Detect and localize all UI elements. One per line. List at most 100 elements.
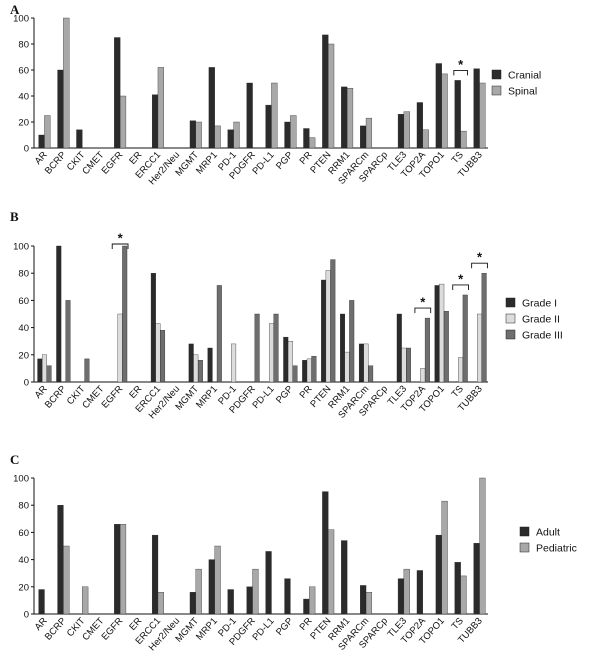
x-tick-label: EGFR xyxy=(100,616,126,643)
bar-grade-ii-pten xyxy=(325,270,331,383)
bar-adult-ts xyxy=(454,562,461,615)
x-tick-label: PGP xyxy=(274,384,296,406)
significance-bracket xyxy=(111,243,129,249)
legend-swatch xyxy=(505,329,516,340)
legend-label: Adult xyxy=(536,527,560,539)
bar-grade-iii-pten xyxy=(330,259,336,383)
y-tick-label: 100 xyxy=(13,242,29,253)
bar-grade-iii-egfr xyxy=(122,245,128,383)
y-tick-label: 100 xyxy=(13,474,29,485)
x-tick-label: PD-L1 xyxy=(250,384,276,411)
y-tick-label: 60 xyxy=(18,66,29,77)
bar-grade-iii-ar xyxy=(46,365,52,383)
bar-grade-i-sparcm xyxy=(358,343,364,383)
bar-grade-ii-mgmt xyxy=(193,354,199,383)
bar-spinal-pd-1 xyxy=(233,121,240,149)
x-tick-label: EGFR xyxy=(100,384,126,411)
bar-grade-i-pr xyxy=(302,360,308,383)
legend-swatch xyxy=(519,526,530,537)
bar-grade-i-topo1 xyxy=(434,285,440,383)
bar-spinal-pd-l1 xyxy=(271,82,278,149)
bar-spinal-ercc1 xyxy=(157,67,164,149)
x-tick-label: MRP1 xyxy=(194,384,220,411)
bar-adult-mgmt xyxy=(189,592,196,615)
legend-swatch xyxy=(505,313,516,324)
bar-grade-ii-pd-l1 xyxy=(268,323,274,383)
bar-cranial-pd-1 xyxy=(227,129,234,149)
bar-adult-pd-l1 xyxy=(265,551,272,615)
bar-grade-iii-topo1 xyxy=(443,311,449,383)
significance-bracket xyxy=(452,284,469,290)
legend-swatch xyxy=(491,85,502,96)
y-tick-label: 0 xyxy=(24,144,29,155)
bar-spinal-tubb3 xyxy=(479,82,486,149)
significance-bracket xyxy=(414,307,432,314)
bar-adult-pr xyxy=(303,598,310,615)
bar-pediatric-bcrp xyxy=(63,545,70,615)
x-tick-label: EGFR xyxy=(100,150,126,177)
bar-spinal-topo1 xyxy=(441,73,448,149)
y-tick-label: 60 xyxy=(18,528,29,539)
significance-star: * xyxy=(458,271,464,286)
legend-label: Grade II xyxy=(522,314,560,326)
x-tick-label: MRP1 xyxy=(194,616,220,643)
y-tick-label: 0 xyxy=(24,610,29,621)
x-tick-label: BCRP xyxy=(43,150,69,177)
bar-grade-iii-bcrp xyxy=(65,300,71,383)
bar-adult-tle3 xyxy=(397,578,405,615)
bar-cranial-egfr xyxy=(114,37,121,149)
y-tick-label: 20 xyxy=(18,118,29,129)
bar-grade-ii-pgp xyxy=(287,341,293,383)
y-tick-label: 60 xyxy=(18,296,29,307)
bar-spinal-ts xyxy=(460,130,467,149)
bar-cranial-pten xyxy=(322,34,329,149)
bar-cranial-ts xyxy=(454,80,461,149)
bar-grade-i-ar xyxy=(37,358,43,383)
bar-pediatric-pten xyxy=(328,529,335,615)
bar-cranial-mrp1 xyxy=(208,67,215,149)
bar-grade-i-mrp1 xyxy=(207,347,213,383)
bar-adult-bcrp xyxy=(57,505,64,615)
bar-pediatric-pdgfr xyxy=(252,568,259,615)
bar-adult-sparcm xyxy=(360,585,367,615)
y-tick-label: 20 xyxy=(18,582,29,593)
bar-cranial-pgp xyxy=(284,121,291,149)
bar-adult-pten xyxy=(322,491,329,615)
bar-spinal-pten xyxy=(328,43,335,149)
x-tick-label: BCRP xyxy=(43,616,69,643)
bar-grade-ii-topo1 xyxy=(439,283,445,383)
bar-adult-rrm1 xyxy=(341,540,348,615)
bar-spinal-ar xyxy=(44,115,51,149)
bar-pediatric-tubb3 xyxy=(479,477,486,615)
bar-grade-ii-ar xyxy=(41,354,47,383)
bar-cranial-mgmt xyxy=(189,120,196,149)
legend-swatch xyxy=(491,69,502,80)
bar-grade-iii-ts xyxy=(462,294,468,383)
bar-spinal-tle3 xyxy=(403,111,410,149)
x-tick-label: PD-L1 xyxy=(250,150,276,177)
bar-adult-ar xyxy=(38,589,45,615)
bar-grade-ii-pd-1 xyxy=(231,343,237,383)
bar-adult-top2a xyxy=(416,570,423,615)
bar-cranial-pd-l1 xyxy=(265,104,272,149)
x-tick-label: BCRP xyxy=(43,384,69,411)
bar-spinal-pgp xyxy=(290,115,297,149)
bar-pediatric-tle3 xyxy=(403,568,410,615)
bar-cranial-ar xyxy=(38,134,45,149)
bar-grade-iii-pgp xyxy=(292,365,298,383)
bar-grade-i-pgp xyxy=(283,336,289,383)
x-tick-label: PGP xyxy=(274,150,296,172)
bar-pediatric-ts xyxy=(460,575,467,615)
bar-grade-iii-pd-l1 xyxy=(273,313,279,383)
bar-pediatric-mgmt xyxy=(195,568,202,615)
bar-pediatric-ckit xyxy=(82,586,89,615)
bar-cranial-tle3 xyxy=(397,114,405,149)
y-tick-label: 0 xyxy=(24,378,29,389)
bar-grade-iii-top2a xyxy=(424,317,430,383)
bar-adult-pd-1 xyxy=(227,589,234,615)
bar-grade-iii-mrp1 xyxy=(216,285,222,383)
bar-spinal-egfr xyxy=(119,95,127,149)
